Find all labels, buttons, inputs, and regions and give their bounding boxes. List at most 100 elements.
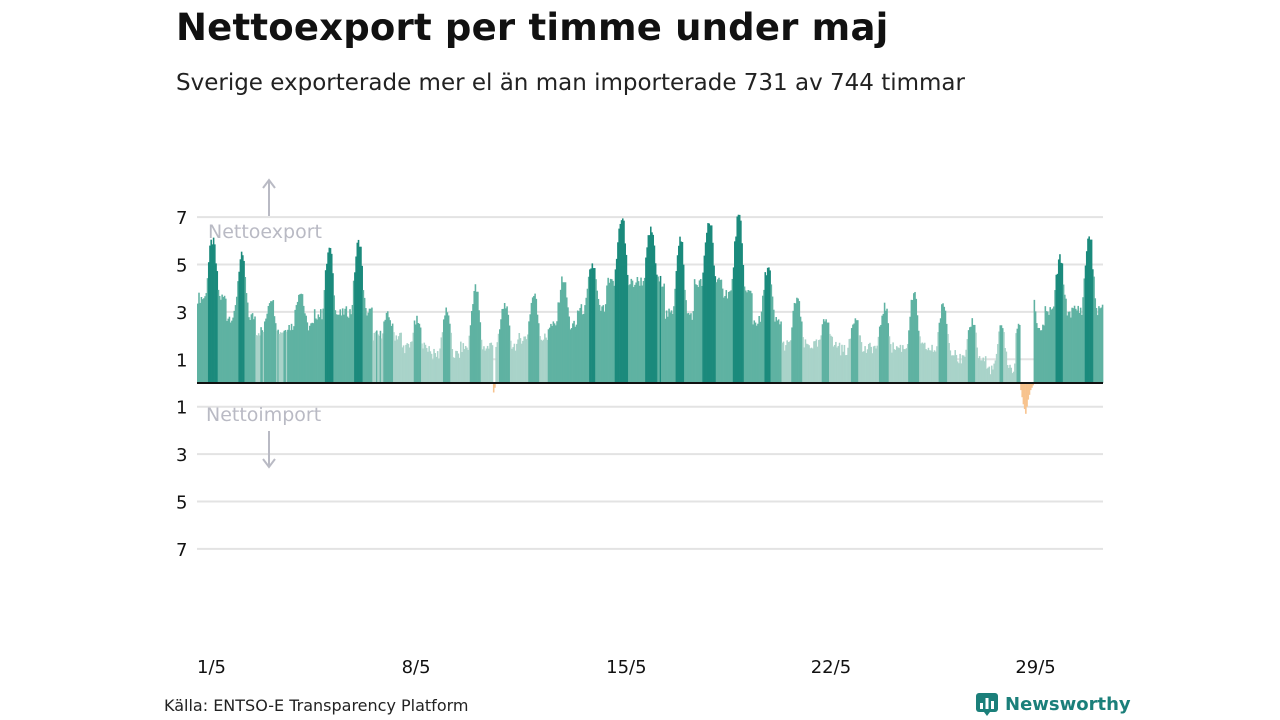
- bar-net-export: [600, 310, 602, 383]
- bar-net-export: [685, 300, 687, 383]
- y-tick-label: 7: [176, 540, 187, 561]
- y-tick-label: 5: [176, 493, 187, 514]
- bar-net-export: [718, 277, 720, 383]
- bar-net-export: [893, 349, 896, 383]
- bar-net-export: [1078, 312, 1081, 383]
- bar-net-export: [328, 247, 331, 383]
- bar-net-export: [798, 301, 801, 383]
- bar-net-export: [340, 315, 343, 383]
- bar-net-export: [939, 318, 942, 383]
- bar-net-export: [878, 326, 881, 383]
- bar-net-export: [781, 342, 784, 383]
- bar-net-export: [335, 314, 338, 383]
- bar-net-export: [780, 321, 782, 383]
- brand-logo: Newsworthy: [975, 692, 1131, 716]
- bar-net-export: [811, 348, 814, 383]
- bar-net-export: [453, 357, 456, 383]
- bar-net-export: [687, 312, 690, 383]
- bar-net-export: [271, 301, 273, 384]
- bar-net-export: [831, 336, 834, 383]
- bar-net-export: [401, 347, 404, 383]
- bar-net-export: [909, 316, 911, 383]
- bar-net-export: [400, 332, 402, 383]
- bar-net-export: [349, 309, 351, 383]
- bar-net-export: [1083, 278, 1086, 383]
- bar-net-export: [396, 339, 399, 383]
- bar-net-export: [300, 293, 303, 383]
- bar-net-export: [646, 247, 648, 383]
- bar-net-export: [1059, 254, 1061, 383]
- bar-net-export: [460, 341, 462, 383]
- bar-net-export: [279, 332, 282, 383]
- bar-net-export: [1018, 324, 1021, 383]
- bar-net-export: [818, 340, 820, 383]
- bar-net-export: [316, 319, 318, 383]
- bar-net-export: [556, 321, 558, 383]
- bar-net-export: [830, 335, 832, 383]
- bar-net-export: [822, 319, 825, 383]
- bar-net-export: [1077, 305, 1079, 383]
- x-tick-label: 1/5: [197, 657, 226, 678]
- bar-net-export: [289, 330, 292, 383]
- bar-net-export: [214, 244, 216, 383]
- bar-net-export: [760, 311, 763, 383]
- bar-net-export: [667, 316, 669, 383]
- bar-net-export: [218, 295, 221, 383]
- bar-net-export: [928, 350, 931, 383]
- bar-net-export: [564, 282, 567, 383]
- bar-net-export: [261, 330, 264, 383]
- bar-net-export: [898, 348, 900, 383]
- bar-net-export: [217, 289, 220, 383]
- bar-net-export: [609, 278, 612, 383]
- bar-net-export: [843, 344, 846, 383]
- bar-net-export: [442, 319, 445, 383]
- bar-net-export: [863, 351, 865, 383]
- bar-net-export: [635, 282, 637, 383]
- bar-net-export: [650, 226, 652, 383]
- chart-subtitle: Sverige exporterade mer el än man import…: [176, 70, 965, 96]
- bar-net-import: [494, 383, 496, 388]
- bar-net-export: [693, 279, 696, 383]
- bar-net-export: [982, 357, 985, 383]
- bar-net-export: [860, 342, 863, 383]
- bar-net-export: [227, 318, 230, 383]
- bar-net-export: [197, 303, 199, 383]
- bar-net-export: [826, 322, 829, 383]
- bar-net-export: [994, 360, 997, 383]
- bar-net-export: [490, 342, 493, 383]
- bar-net-export: [383, 321, 385, 383]
- bar-net-export: [348, 317, 350, 383]
- bar-net-export: [404, 353, 406, 383]
- bar-net-export: [245, 293, 248, 383]
- bar-net-export: [240, 251, 243, 383]
- bar-net-export: [1084, 265, 1087, 383]
- bar-net-export: [768, 267, 770, 383]
- bar-net-export: [486, 345, 489, 383]
- bar-net-export: [970, 326, 972, 383]
- bar-net-export: [455, 350, 457, 383]
- bar-net-export: [1056, 273, 1059, 383]
- bar-net-export: [866, 349, 869, 383]
- bar-net-export: [234, 305, 237, 383]
- bar-net-export: [542, 339, 545, 383]
- bar-net-export: [752, 324, 754, 383]
- bar-net-export: [475, 291, 478, 383]
- bar-net-export: [432, 359, 434, 383]
- bar-net-export: [880, 324, 882, 383]
- bar-net-export: [1089, 239, 1092, 383]
- bar-net-export: [1053, 306, 1055, 383]
- bar-net-export: [570, 328, 573, 383]
- bar-net-export: [723, 297, 725, 383]
- bar-net-export: [637, 281, 640, 383]
- bar-net-export: [413, 320, 416, 383]
- bar-net-export: [849, 338, 852, 383]
- bar-net-export: [223, 295, 226, 383]
- bar-net-export: [257, 333, 260, 383]
- bar-net-export: [424, 344, 427, 383]
- bar-net-export: [451, 349, 454, 383]
- bar-net-export: [643, 277, 646, 383]
- bar-net-export: [691, 319, 693, 383]
- bar-net-export: [204, 296, 206, 383]
- bar-net-export: [645, 257, 647, 383]
- bar-net-export: [299, 294, 301, 384]
